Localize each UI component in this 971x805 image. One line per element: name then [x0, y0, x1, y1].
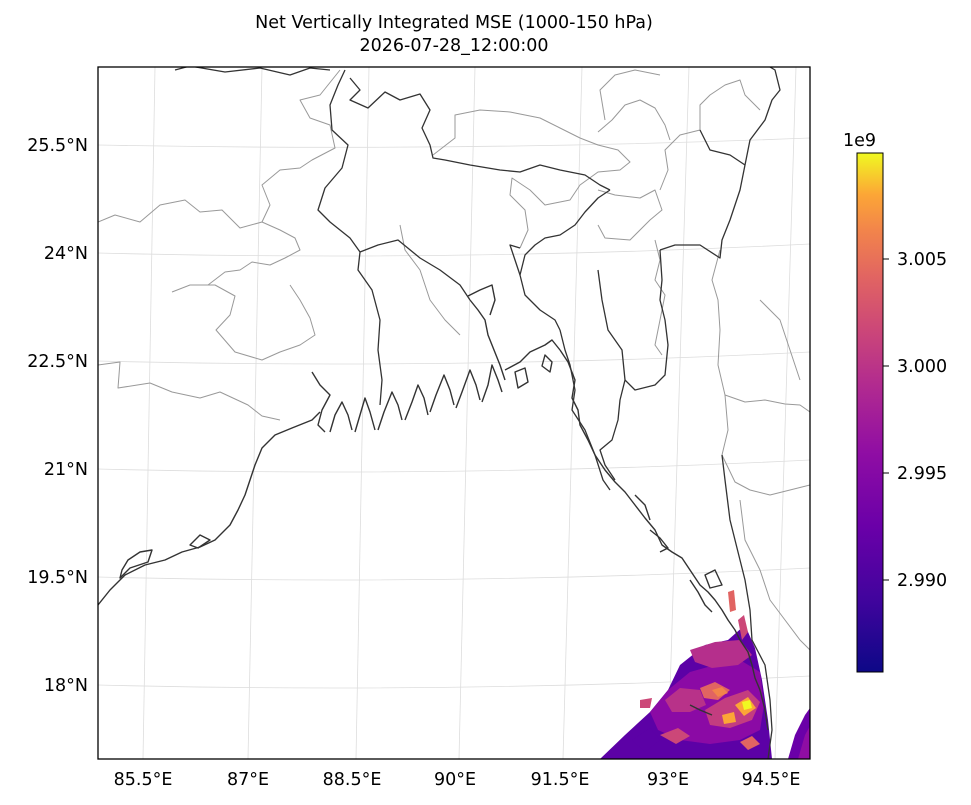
title-line-1: Net Vertically Integrated MSE (1000-150 … [255, 13, 653, 33]
lon-tick-label: 85.5°E [114, 770, 173, 790]
lat-tick-label: 25.5°N [27, 136, 88, 156]
gridlines [98, 67, 810, 759]
longitude-ticks: 85.5°E 87°E 88.5°E 90°E 91.5°E 93°E 94.5… [114, 770, 801, 790]
lat-tick-label: 24°N [44, 244, 88, 264]
colorbar: 1e9 3.005 3.000 2.995 2.990 [843, 131, 947, 673]
lat-tick-label: 22.5°N [27, 352, 88, 372]
state-borders [98, 69, 810, 651]
colorbar-tick-label: 3.000 [897, 357, 947, 377]
colorbar-tick-label: 2.990 [897, 571, 947, 591]
colorbar-gradient [856, 152, 884, 673]
map-title: Net Vertically Integrated MSE (1000-150 … [98, 12, 810, 58]
coastline [98, 284, 769, 731]
lon-tick-label: 87°E [227, 770, 269, 790]
country-borders [174, 67, 781, 759]
lon-tick-label: 94.5°E [742, 770, 801, 790]
latitude-ticks: 25.5°N 24°N 22.5°N 21°N 19.5°N 18°N [27, 136, 88, 696]
colorbar-tick-label: 3.005 [897, 250, 947, 270]
lon-tick-label: 88.5°E [323, 770, 382, 790]
mse-field [600, 590, 810, 759]
colorbar-exponent: 1e9 [843, 131, 876, 151]
colorbar-tick-label: 2.995 [897, 464, 947, 484]
lon-tick-label: 90°E [434, 770, 476, 790]
lon-tick-label: 91.5°E [531, 770, 590, 790]
lon-tick-label: 93°E [647, 770, 689, 790]
lat-tick-label: 21°N [44, 460, 88, 480]
title-line-2: 2026-07-28_12:00:00 [359, 36, 549, 56]
lat-tick-label: 19.5°N [27, 568, 88, 588]
lat-tick-label: 18°N [44, 676, 88, 696]
map-frame [97, 66, 811, 760]
